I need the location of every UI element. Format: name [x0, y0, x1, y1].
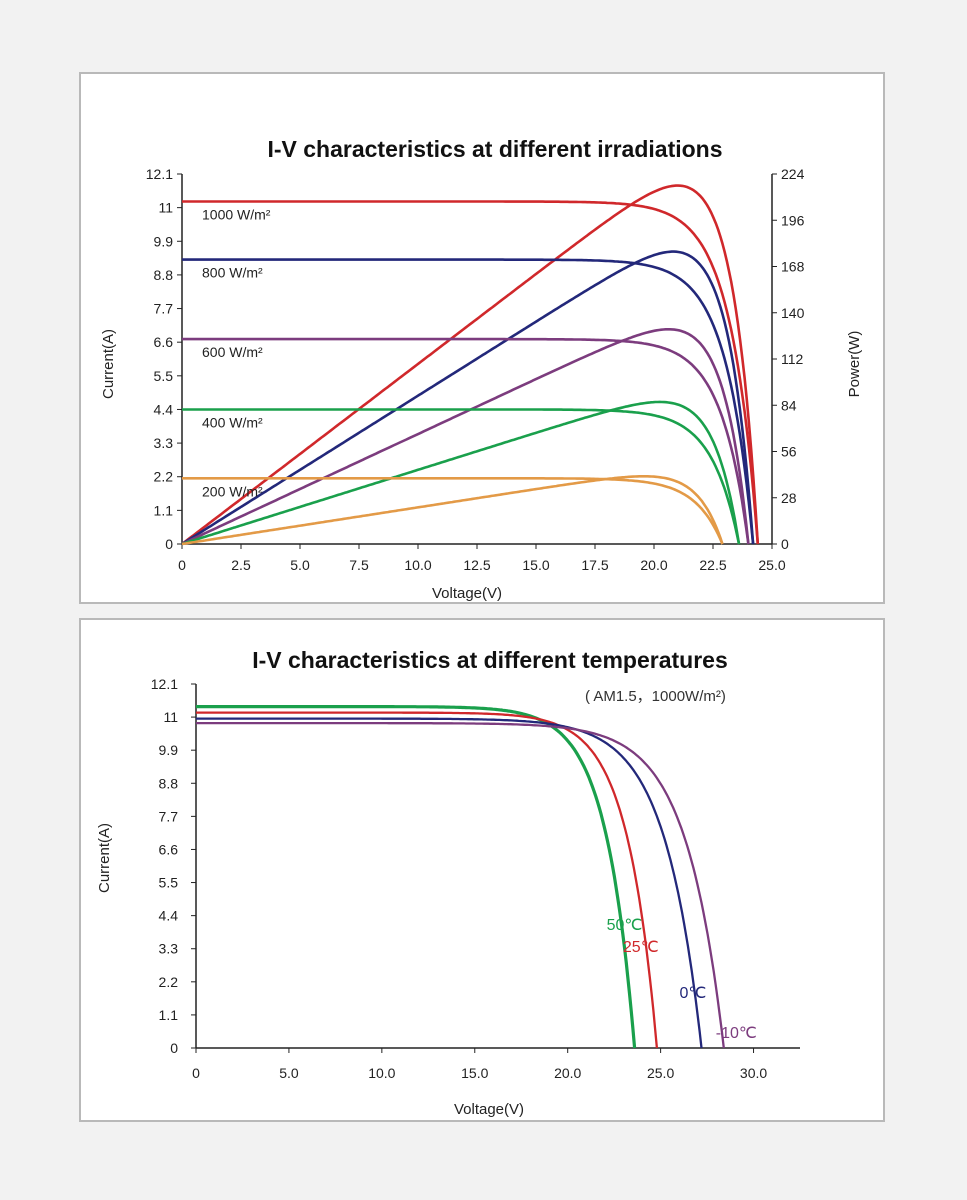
- iv-curve-1: [196, 711, 659, 1049]
- x-tick-label: 12.5: [463, 557, 490, 573]
- y2-tick-label: 112: [781, 351, 804, 367]
- temperature-chart-panel: I-V characteristics at different tempera…: [79, 618, 885, 1122]
- x-tick-label: 25.0: [758, 557, 785, 573]
- y-tick-label: 7.7: [154, 301, 174, 317]
- series-label: 400 W/m²: [202, 414, 263, 430]
- y-tick-label: 12.1: [146, 166, 173, 182]
- y-tick-label: 5.5: [154, 368, 174, 384]
- y2-tick-label: 196: [781, 212, 805, 228]
- power-curve-2: [181, 328, 750, 546]
- y-axis-label: Current(A): [100, 329, 117, 399]
- chart-title: I-V characteristics at different irradia…: [267, 136, 722, 162]
- iv-curve-1: [182, 258, 755, 545]
- x-tick-label: 10.0: [404, 557, 431, 573]
- x-tick-label: 30.0: [740, 1065, 767, 1081]
- series-label: -10℃: [716, 1025, 757, 1042]
- y-tick-label: 3.3: [154, 435, 174, 451]
- y2-tick-label: 56: [781, 444, 797, 460]
- axes: 0 2.5 5.0 7.5 10.0 12.5 15.0 17.5 20.0 22.5 25.001…: [146, 166, 805, 573]
- x-axis-label: Voltage(V): [432, 585, 502, 602]
- x-tick-label: 22.5: [699, 557, 726, 573]
- x-tick-label: 10.0: [368, 1065, 395, 1081]
- y-tick-label: 11: [158, 200, 173, 216]
- y-tick-label: 1.1: [154, 502, 174, 518]
- series-label: 25℃: [623, 939, 659, 956]
- irradiation-chart-panel: I-V characteristics at different irradia…: [79, 72, 885, 604]
- x-tick-label: 0: [178, 557, 186, 573]
- iv-curve-3: [196, 721, 725, 1049]
- chart-title: I-V characteristics at different tempera…: [252, 647, 728, 673]
- axes: 0 5.0 10.0 15.0 20.0 25.0 30.0 0 1.1 2.2 3.3 4.4 5.5…: [151, 676, 800, 1081]
- y-tick-label: 4.4: [159, 908, 179, 924]
- y-tick-label: 0: [170, 1040, 178, 1056]
- x-tick-label: 25.0: [647, 1065, 674, 1081]
- x-tick-label: 2.5: [231, 557, 251, 573]
- series-label: 600 W/m²: [202, 344, 263, 360]
- y-tick-label: 6.6: [159, 841, 179, 857]
- y-tick-label: 2.2: [159, 974, 179, 990]
- y-axis-label: Current(A): [96, 823, 113, 893]
- iv-curve-2: [196, 717, 703, 1049]
- x-tick-label: 15.0: [461, 1065, 488, 1081]
- x-tick-label: 7.5: [349, 557, 369, 573]
- y-tick-label: 11: [163, 709, 178, 725]
- y2-tick-label: 0: [781, 536, 789, 552]
- y-tick-label: 3.3: [159, 941, 179, 957]
- x-tick-label: 17.5: [581, 557, 608, 573]
- chart-subtitle: ( AM1.5，1000W/m²): [585, 688, 726, 705]
- iv-curve-3: [182, 408, 741, 545]
- iv-curve-4: [182, 476, 724, 545]
- y2-tick-label: 84: [781, 397, 797, 413]
- y2-tick-label: 168: [781, 259, 805, 275]
- y-tick-label: 7.7: [159, 808, 179, 824]
- y-tick-label: 8.8: [154, 267, 174, 283]
- power-curve-0: [181, 184, 760, 546]
- iv-curve-2: [182, 337, 750, 545]
- y-tick-label: 9.9: [154, 233, 174, 249]
- y-tick-label: 5.5: [159, 875, 179, 891]
- y-tick-label: 2.2: [154, 469, 174, 485]
- x-tick-label: 15.0: [522, 557, 549, 573]
- y-tick-label: 12.1: [151, 676, 178, 692]
- series-group: 1000 W/m² 800 W/m² 600 W/m² 400 W/m² 200 W/m…: [181, 184, 760, 546]
- y-tick-label: 8.8: [159, 775, 179, 791]
- series-group: 50℃ 25℃ 0℃ -10℃: [196, 704, 757, 1049]
- y2-tick-label: 140: [781, 305, 805, 321]
- y2-tick-label: 224: [781, 166, 805, 182]
- power-curve-1: [181, 250, 755, 546]
- iv-curve-0: [196, 704, 637, 1049]
- y-tick-label: 1.1: [159, 1007, 179, 1023]
- temperature-chart: I-V characteristics at different tempera…: [96, 647, 800, 1118]
- power-curve-4: [181, 474, 724, 546]
- y2-axis-label: Power(W): [846, 331, 863, 398]
- y-tick-label: 9.9: [159, 742, 179, 758]
- x-axis-label: Voltage(V): [454, 1101, 524, 1118]
- power-curve-3: [181, 400, 741, 546]
- y-tick-label: 4.4: [154, 401, 174, 417]
- x-tick-label: 5.0: [290, 557, 310, 573]
- y2-tick-label: 28: [781, 490, 797, 506]
- y-tick-label: 0: [165, 536, 173, 552]
- iv-curve-0: [182, 200, 760, 545]
- series-label: 50℃: [607, 917, 643, 934]
- x-tick-label: 5.0: [279, 1065, 299, 1081]
- series-label: 0℃: [680, 985, 707, 1002]
- series-label: 1000 W/m²: [202, 207, 271, 223]
- x-tick-label: 20.0: [554, 1065, 581, 1081]
- y-tick-label: 6.6: [154, 334, 174, 350]
- series-label: 200 W/m²: [202, 483, 263, 499]
- x-tick-label: 20.0: [640, 557, 667, 573]
- irradiation-chart: I-V characteristics at different irradia…: [100, 136, 863, 602]
- x-tick-label: 0: [192, 1065, 200, 1081]
- series-label: 800 W/m²: [202, 265, 263, 281]
